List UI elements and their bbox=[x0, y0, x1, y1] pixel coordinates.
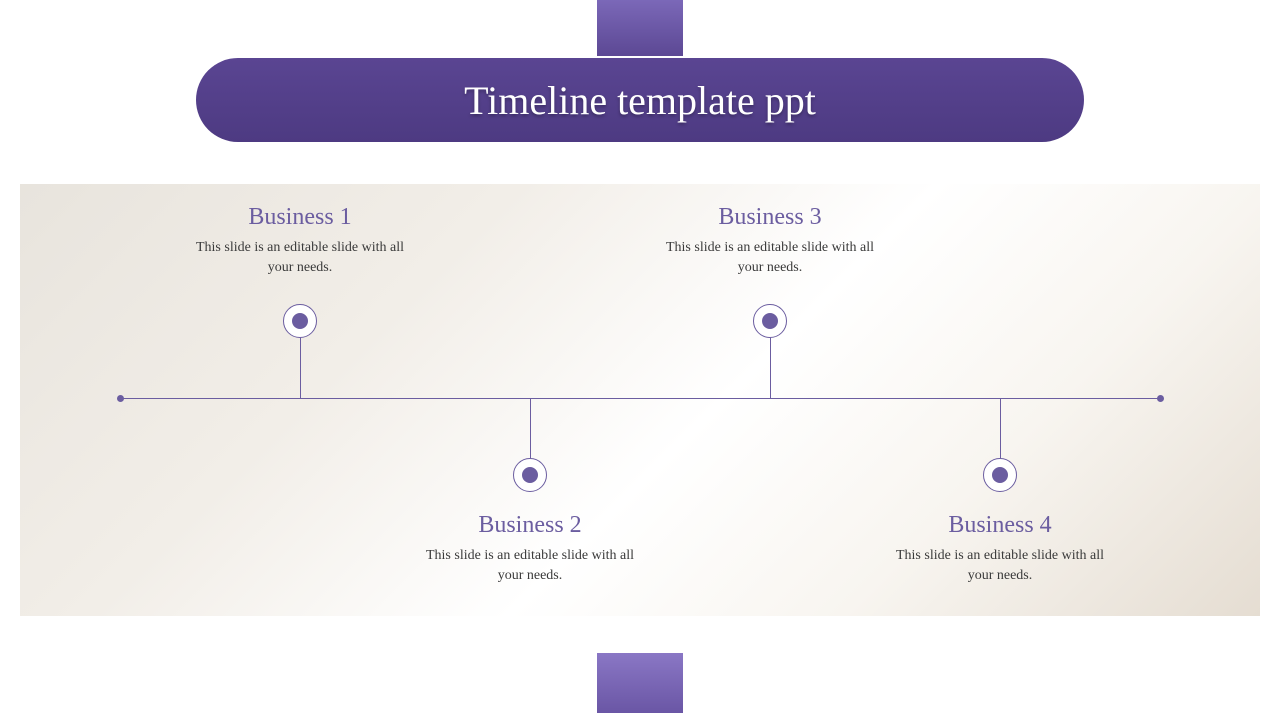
page-title: Timeline template ppt bbox=[464, 77, 816, 124]
timeline-node bbox=[513, 458, 547, 492]
timeline-axis bbox=[120, 398, 1160, 399]
bottom-accent-square bbox=[597, 653, 683, 713]
timeline-node-dot bbox=[292, 313, 308, 329]
timeline-content-area: Business 1 This slide is an editable sli… bbox=[20, 184, 1260, 616]
timeline-node-dot bbox=[992, 467, 1008, 483]
timeline-item-label: Business 4 bbox=[890, 512, 1110, 539]
timeline-node bbox=[283, 304, 317, 338]
timeline-item-label: Business 2 bbox=[420, 512, 640, 539]
timeline-item-desc: This slide is an editable slide with all… bbox=[420, 546, 640, 585]
title-pill: Timeline template ppt bbox=[196, 58, 1084, 142]
timeline-item-label: Business 1 bbox=[190, 204, 410, 231]
timeline-stem bbox=[1000, 398, 1001, 458]
timeline-stem bbox=[530, 398, 531, 458]
timeline-endcap-right bbox=[1157, 395, 1164, 402]
timeline-endcap-left bbox=[117, 395, 124, 402]
timeline-item-label: Business 3 bbox=[660, 204, 880, 231]
timeline-item-desc: This slide is an editable slide with all… bbox=[660, 238, 880, 277]
top-accent-square bbox=[597, 0, 683, 56]
timeline-node bbox=[753, 304, 787, 338]
timeline-node bbox=[983, 458, 1017, 492]
timeline-stem bbox=[300, 338, 301, 398]
timeline-item-desc: This slide is an editable slide with all… bbox=[190, 238, 410, 277]
timeline-item-desc: This slide is an editable slide with all… bbox=[890, 546, 1110, 585]
timeline-node-dot bbox=[522, 467, 538, 483]
timeline-node-dot bbox=[762, 313, 778, 329]
timeline-stem bbox=[770, 338, 771, 398]
